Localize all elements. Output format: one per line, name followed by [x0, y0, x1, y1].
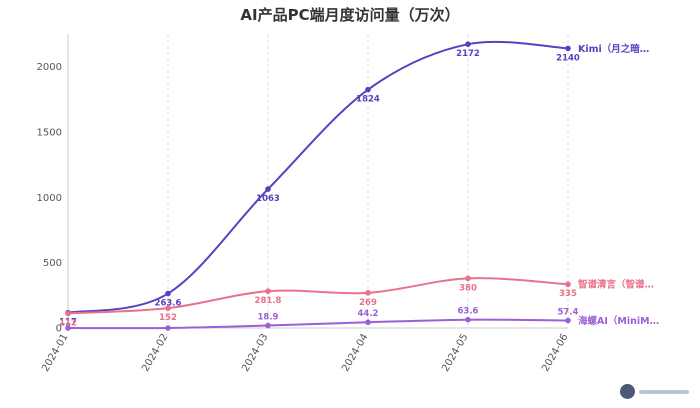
- data-point: [165, 290, 171, 297]
- data-label: 263.6: [155, 299, 182, 309]
- data-point: [65, 310, 71, 317]
- data-label: 117: [59, 318, 77, 328]
- x-tick-label: 2024-02: [140, 332, 170, 374]
- x-tick-label: 2024-01: [40, 332, 70, 374]
- data-point: [265, 288, 271, 294]
- data-point: [365, 86, 371, 93]
- data-point: [365, 290, 371, 296]
- y-tick-label: 1000: [37, 193, 62, 204]
- data-label: 57.4: [558, 307, 579, 317]
- y-tick-label: 0: [56, 324, 62, 335]
- data-label: 380: [459, 283, 477, 293]
- series-line: [67, 277, 569, 315]
- watermark-bar: [639, 390, 689, 394]
- data-point: [465, 275, 471, 282]
- data-label: 281.8: [255, 296, 282, 306]
- data-label: 1824: [356, 95, 380, 105]
- series-name-label: Kimi（月之暗…: [578, 43, 649, 55]
- y-tick-label: 1500: [37, 128, 62, 139]
- series-line: [67, 318, 569, 330]
- x-tick-label: 2024-06: [540, 332, 570, 374]
- watermark-logo: [620, 384, 692, 400]
- y-tick-label: 500: [43, 258, 62, 269]
- data-point: [165, 325, 171, 331]
- chart-title: AI产品PC端月度访问量（万次）: [240, 6, 460, 24]
- series-name-label: 智谱清言（智谱…: [578, 279, 654, 291]
- data-point: [265, 186, 271, 192]
- data-point: [165, 305, 171, 311]
- x-tick-label: 2024-05: [440, 332, 470, 374]
- x-tick-label: 2024-03: [240, 332, 270, 374]
- data-label: 63.6: [458, 307, 479, 317]
- data-point: [65, 325, 71, 331]
- data-point: [465, 41, 471, 47]
- series-name-label: 海螺AI（MiniM…: [578, 315, 659, 327]
- data-label: 18.9: [258, 313, 279, 323]
- data-label: 112: [59, 318, 77, 328]
- data-label: 152: [159, 313, 177, 323]
- data-point: [565, 317, 571, 324]
- series-line: [67, 40, 569, 314]
- data-label: 44.2: [358, 309, 379, 319]
- data-point: [465, 316, 471, 323]
- data-label: 2172: [456, 49, 480, 59]
- data-point: [565, 45, 571, 52]
- x-tick-label: 2024-04: [340, 332, 370, 374]
- data-label: 269: [359, 298, 377, 308]
- data-label: 1063: [256, 194, 280, 204]
- data-label: 335: [559, 289, 577, 299]
- data-point: [565, 281, 571, 288]
- watermark-logo-icon: [620, 384, 635, 399]
- data-point: [265, 322, 271, 329]
- data-point: [365, 319, 371, 326]
- data-label: 2140: [556, 53, 580, 63]
- y-tick-label: 2000: [37, 62, 62, 73]
